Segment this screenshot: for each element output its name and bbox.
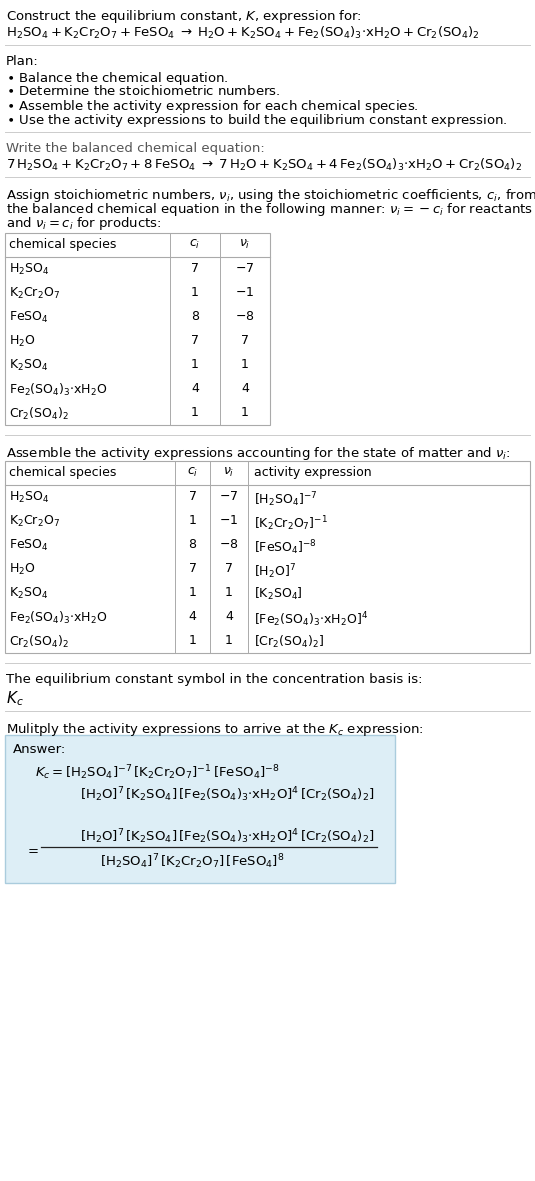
Text: $[\mathrm{K_2Cr_2O_7}]^{-1}$: $[\mathrm{K_2Cr_2O_7}]^{-1}$ <box>254 514 328 533</box>
Text: $\mathrm{K_2SO_4}$: $\mathrm{K_2SO_4}$ <box>9 586 48 601</box>
Text: 1: 1 <box>188 586 196 599</box>
Text: $K_c$: $K_c$ <box>6 689 24 707</box>
Text: 1: 1 <box>188 514 196 527</box>
Text: 1: 1 <box>191 406 199 419</box>
Text: 4: 4 <box>188 611 196 624</box>
Text: $[\mathrm{Cr_2(SO_4)_2}]$: $[\mathrm{Cr_2(SO_4)_2}]$ <box>254 634 324 650</box>
Text: 1: 1 <box>241 406 249 419</box>
Text: $[\mathrm{Fe_2(SO_4)_3{\cdot}xH_2O}]^4$: $[\mathrm{Fe_2(SO_4)_3{\cdot}xH_2O}]^4$ <box>254 611 368 628</box>
Text: Answer:: Answer: <box>13 743 66 756</box>
Text: $c_i$: $c_i$ <box>189 239 201 252</box>
Text: $\mathrm{FeSO_4}$: $\mathrm{FeSO_4}$ <box>9 309 49 325</box>
Text: 7: 7 <box>241 334 249 347</box>
Text: $[\mathrm{H_2SO_4}]^{-7}$: $[\mathrm{H_2SO_4}]^{-7}$ <box>254 490 317 509</box>
Text: $7\,\mathrm{H_2SO_4 + K_2Cr_2O_7 + 8\,FeSO_4 \;\rightarrow\; 7\,H_2O + K_2SO_4 +: $7\,\mathrm{H_2SO_4 + K_2Cr_2O_7 + 8\,Fe… <box>6 157 522 174</box>
Text: $\bullet$ Determine the stoichiometric numbers.: $\bullet$ Determine the stoichiometric n… <box>6 84 280 98</box>
Text: $\nu_i$: $\nu_i$ <box>239 239 251 252</box>
Text: $[\mathrm{H_2O}]^7\,[\mathrm{K_2SO_4}]\,[\mathrm{Fe_2(SO_4)_3{\cdot}xH_2O}]^4\,[: $[\mathrm{H_2O}]^7\,[\mathrm{K_2SO_4}]\,… <box>80 827 374 846</box>
Text: 7: 7 <box>188 490 196 503</box>
Text: $c_i$: $c_i$ <box>187 466 198 479</box>
Text: 4: 4 <box>225 611 233 624</box>
Text: Assign stoichiometric numbers, $\nu_i$, using the stoichiometric coefficients, $: Assign stoichiometric numbers, $\nu_i$, … <box>6 187 535 204</box>
Text: $\bullet$ Use the activity expressions to build the equilibrium constant express: $\bullet$ Use the activity expressions t… <box>6 112 508 129</box>
FancyBboxPatch shape <box>5 735 395 883</box>
Text: 7: 7 <box>188 562 196 575</box>
Text: $\mathrm{H_2O}$: $\mathrm{H_2O}$ <box>9 562 35 578</box>
Text: $K_c = [\mathrm{H_2SO_4}]^{-7}\,[\mathrm{K_2Cr_2O_7}]^{-1}\,[\mathrm{FeSO_4}]^{-: $K_c = [\mathrm{H_2SO_4}]^{-7}\,[\mathrm… <box>35 763 280 782</box>
Text: $-1$: $-1$ <box>235 286 255 299</box>
Text: $\mathrm{K_2SO_4}$: $\mathrm{K_2SO_4}$ <box>9 358 48 373</box>
Text: 7: 7 <box>191 334 199 347</box>
Text: $-1$: $-1$ <box>219 514 239 527</box>
Text: $[\mathrm{FeSO_4}]^{-8}$: $[\mathrm{FeSO_4}]^{-8}$ <box>254 539 317 556</box>
Text: $\mathrm{H_2O}$: $\mathrm{H_2O}$ <box>9 334 35 350</box>
Text: $\bullet$ Assemble the activity expression for each chemical species.: $\bullet$ Assemble the activity expressi… <box>6 98 419 115</box>
Text: $\mathrm{H_2SO_4}$: $\mathrm{H_2SO_4}$ <box>9 262 49 278</box>
Text: 7: 7 <box>191 262 199 275</box>
Text: chemical species: chemical species <box>9 239 117 252</box>
Text: Plan:: Plan: <box>6 56 39 68</box>
Text: $[\mathrm{H_2SO_4}]^7\,[\mathrm{K_2Cr_2O_7}]\,[\mathrm{FeSO_4}]^8$: $[\mathrm{H_2SO_4}]^7\,[\mathrm{K_2Cr_2O… <box>100 852 285 870</box>
Text: $\mathrm{K_2Cr_2O_7}$: $\mathrm{K_2Cr_2O_7}$ <box>9 286 60 301</box>
Text: 8: 8 <box>191 309 199 322</box>
Text: Construct the equilibrium constant, $K$, expression for:: Construct the equilibrium constant, $K$,… <box>6 8 362 25</box>
Text: 1: 1 <box>225 634 233 647</box>
Text: the balanced chemical equation in the following manner: $\nu_i = -c_i$ for react: the balanced chemical equation in the fo… <box>6 201 533 218</box>
Text: $-8$: $-8$ <box>235 309 255 322</box>
Text: Write the balanced chemical equation:: Write the balanced chemical equation: <box>6 142 265 155</box>
Text: chemical species: chemical species <box>9 466 117 479</box>
Text: $-7$: $-7$ <box>235 262 255 275</box>
Text: 4: 4 <box>191 381 199 394</box>
Text: 7: 7 <box>225 562 233 575</box>
Text: $\mathrm{Fe_2(SO_4)_3{\cdot}xH_2O}$: $\mathrm{Fe_2(SO_4)_3{\cdot}xH_2O}$ <box>9 381 108 398</box>
Text: 1: 1 <box>188 634 196 647</box>
Text: Assemble the activity expressions accounting for the state of matter and $\nu_i$: Assemble the activity expressions accoun… <box>6 445 511 462</box>
Bar <box>5 233 270 425</box>
Text: The equilibrium constant symbol in the concentration basis is:: The equilibrium constant symbol in the c… <box>6 673 423 686</box>
Text: $[\mathrm{K_2SO_4}]$: $[\mathrm{K_2SO_4}]$ <box>254 586 303 602</box>
Text: 1: 1 <box>241 358 249 371</box>
Text: $\mathrm{H_2SO_4 + K_2Cr_2O_7 + FeSO_4 \;\rightarrow\; H_2O + K_2SO_4 + Fe_2(SO_: $\mathrm{H_2SO_4 + K_2Cr_2O_7 + FeSO_4 \… <box>6 25 480 41</box>
Text: $=$: $=$ <box>25 843 39 856</box>
Text: $[\mathrm{H_2O}]^7$: $[\mathrm{H_2O}]^7$ <box>254 562 296 581</box>
Text: $\bullet$ Balance the chemical equation.: $\bullet$ Balance the chemical equation. <box>6 70 228 87</box>
Text: and $\nu_i = c_i$ for products:: and $\nu_i = c_i$ for products: <box>6 215 162 231</box>
Text: $\mathrm{Cr_2(SO_4)_2}$: $\mathrm{Cr_2(SO_4)_2}$ <box>9 634 69 650</box>
Bar <box>5 461 530 653</box>
Text: $-7$: $-7$ <box>219 490 239 503</box>
Text: $\mathrm{K_2Cr_2O_7}$: $\mathrm{K_2Cr_2O_7}$ <box>9 514 60 529</box>
Text: $\mathrm{FeSO_4}$: $\mathrm{FeSO_4}$ <box>9 539 49 553</box>
Text: $\nu_i$: $\nu_i$ <box>223 466 235 479</box>
Text: activity expression: activity expression <box>254 466 372 479</box>
Text: $\mathrm{Fe_2(SO_4)_3{\cdot}xH_2O}$: $\mathrm{Fe_2(SO_4)_3{\cdot}xH_2O}$ <box>9 611 108 626</box>
Text: Mulitply the activity expressions to arrive at the $K_c$ expression:: Mulitply the activity expressions to arr… <box>6 720 424 738</box>
Text: $\mathrm{H_2SO_4}$: $\mathrm{H_2SO_4}$ <box>9 490 49 505</box>
Text: $\mathrm{Cr_2(SO_4)_2}$: $\mathrm{Cr_2(SO_4)_2}$ <box>9 406 69 422</box>
Text: $-8$: $-8$ <box>219 539 239 552</box>
Text: 1: 1 <box>191 286 199 299</box>
Text: 1: 1 <box>225 586 233 599</box>
Text: 1: 1 <box>191 358 199 371</box>
Text: $[\mathrm{H_2O}]^7\,[\mathrm{K_2SO_4}]\,[\mathrm{Fe_2(SO_4)_3{\cdot}xH_2O}]^4\,[: $[\mathrm{H_2O}]^7\,[\mathrm{K_2SO_4}]\,… <box>80 785 374 804</box>
Text: 4: 4 <box>241 381 249 394</box>
Text: 8: 8 <box>188 539 196 552</box>
